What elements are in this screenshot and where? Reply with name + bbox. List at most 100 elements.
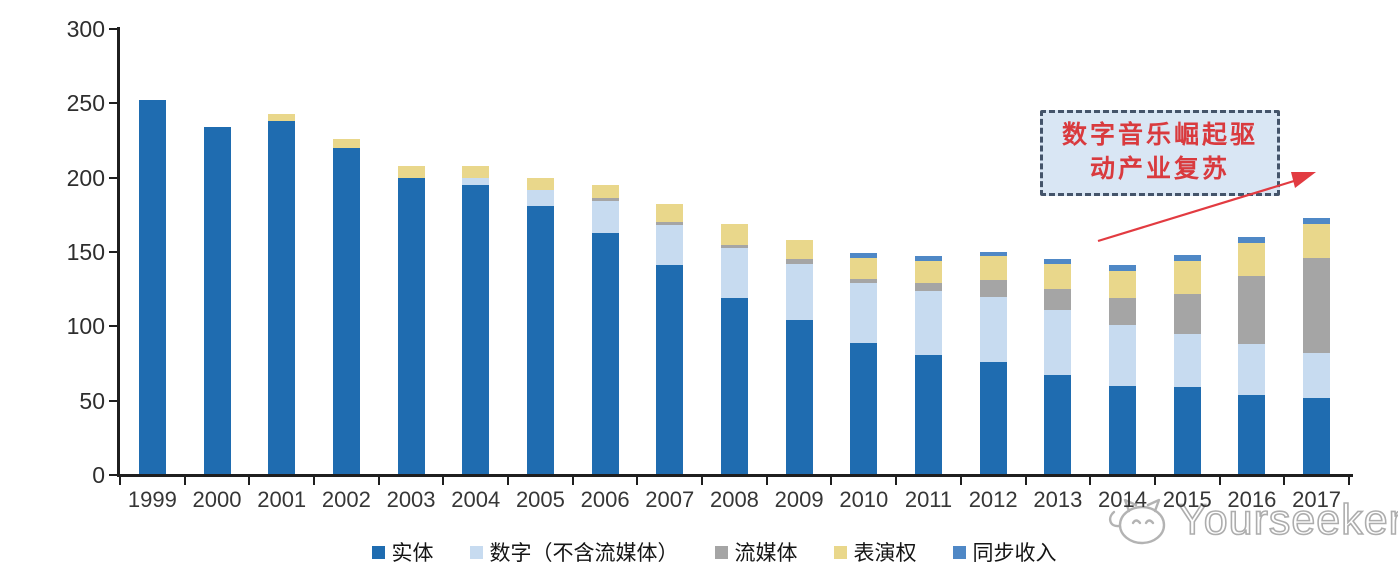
annotation-box: 数字音乐崛起驱 动产业复苏 [1040,110,1280,196]
bar-segment-2016 [1238,344,1266,395]
x-axis-tick [442,477,445,485]
bar-segment-2016 [1238,243,1266,276]
bar-segment-2009 [785,263,813,321]
x-category-label: 2000 [192,487,242,512]
bar-segment-2016 [1238,275,1266,345]
x-axis-tick [1347,477,1350,485]
y-tick-label: 200 [66,164,105,191]
bar-segment-2010 [850,278,878,284]
bar-segment-2007 [656,204,684,223]
bar-segment-2011 [915,354,942,475]
annotation-text-line1: 数字音乐崛起驱 [1061,122,1258,149]
bar-segment-2008 [720,298,748,475]
legend-item: 实体 [371,537,434,567]
bar-segment-2001 [268,113,296,122]
bar-segment-2002 [332,147,360,475]
x-category-label: 2001 [257,487,307,512]
bar-segment-2008 [720,247,748,299]
x-axis-tick [313,477,316,485]
bar-segment-2011 [915,290,942,355]
bar-segment-2012 [979,296,1007,362]
bar-segment-2004 [462,185,490,475]
bar-segment-2002 [332,139,360,148]
bar-segment-2016 [1238,394,1266,475]
y-axis-tick [109,251,118,253]
x-axis-tick [830,477,833,485]
bar-segment-2015 [1173,333,1201,388]
legend-label: 数字（不含流媒体） [489,541,679,565]
bar-segment-2014 [1109,385,1137,475]
y-axis-tick [109,176,118,179]
bar-segment-2004 [462,177,490,186]
y-axis-tick [109,399,118,402]
bar-segment-2017 [1303,353,1331,398]
x-category-label: 2004 [451,487,501,512]
bar-segment-2007 [656,222,684,226]
bar-segment-2000 [203,127,231,475]
legend-swatch [833,545,847,559]
legend-label: 流媒体 [734,541,798,565]
x-category-label: 2007 [645,487,695,512]
bar-segment-2014 [1109,298,1137,325]
x-axis-tick [636,477,639,485]
bar-segment-2011 [915,260,942,284]
x-axis-tick [119,477,121,485]
y-axis-tick [109,102,118,105]
x-axis-tick [1024,477,1027,485]
annotation-text-line2: 动产业复苏 [1089,156,1230,183]
bar-segment-1999 [138,100,166,475]
bar-segment-2010 [850,283,878,343]
bar-segment-2006 [591,198,619,202]
x-category-label: 2013 [1033,487,1083,512]
y-tick-label: 0 [92,462,105,488]
bar-segment-2016 [1238,237,1266,244]
bar-segment-2007 [656,265,684,475]
bar-segment-2017 [1303,217,1331,224]
x-axis-tick [1153,477,1156,485]
bar-segment-2009 [785,240,813,260]
x-category-label: 2016 [1227,487,1277,512]
bar-segment-2014 [1109,324,1137,386]
bar-segment-2015 [1173,387,1201,475]
bar-segment-2009 [785,259,813,264]
x-axis-tick [959,477,962,485]
x-category-label: 2006 [580,487,630,512]
bar-segment-2012 [979,362,1007,475]
y-axis-tick [109,28,118,30]
legend: 实体 数字（不含流媒体） 流媒体 表演权 同步收入 [0,537,1398,567]
bar-segment-2012 [979,256,1007,281]
y-axis-tick [109,474,118,476]
bar-segment-2005 [526,189,554,206]
x-category-label: 2012 [968,487,1018,512]
bar-segment-2004 [462,165,490,178]
bar-segment-2001 [268,121,296,475]
x-category-label: 2002 [321,487,371,512]
bar-segment-2006 [591,185,619,199]
legend-swatch [371,545,385,559]
bar-segment-2005 [526,177,554,190]
bar-segment-2013 [1044,289,1072,310]
bar-segment-2013 [1044,259,1072,264]
bar-segment-2003 [397,165,425,178]
x-category-label: 2008 [709,487,759,512]
bar-segment-2006 [591,232,619,475]
bar-segment-2010 [850,342,878,475]
x-category-label: 2014 [1098,487,1147,512]
bar-segment-2013 [1044,375,1072,475]
y-axis-line [117,27,120,477]
y-tick-label: 250 [66,90,105,117]
bar-segment-2012 [979,252,1007,257]
x-category-label: 1999 [127,487,177,512]
bar-segment-2006 [591,201,619,233]
x-axis-tick [183,477,186,485]
bar-segment-2015 [1173,260,1201,294]
x-category-label: 2003 [386,487,436,512]
legend-swatch [714,545,728,559]
legend-label: 同步收入 [972,541,1057,565]
bar-segment-2008 [720,244,748,248]
x-axis-tick [377,477,380,485]
legend-label: 实体 [391,541,434,565]
x-category-label: 2009 [774,487,824,512]
bar-segment-2010 [850,257,878,279]
